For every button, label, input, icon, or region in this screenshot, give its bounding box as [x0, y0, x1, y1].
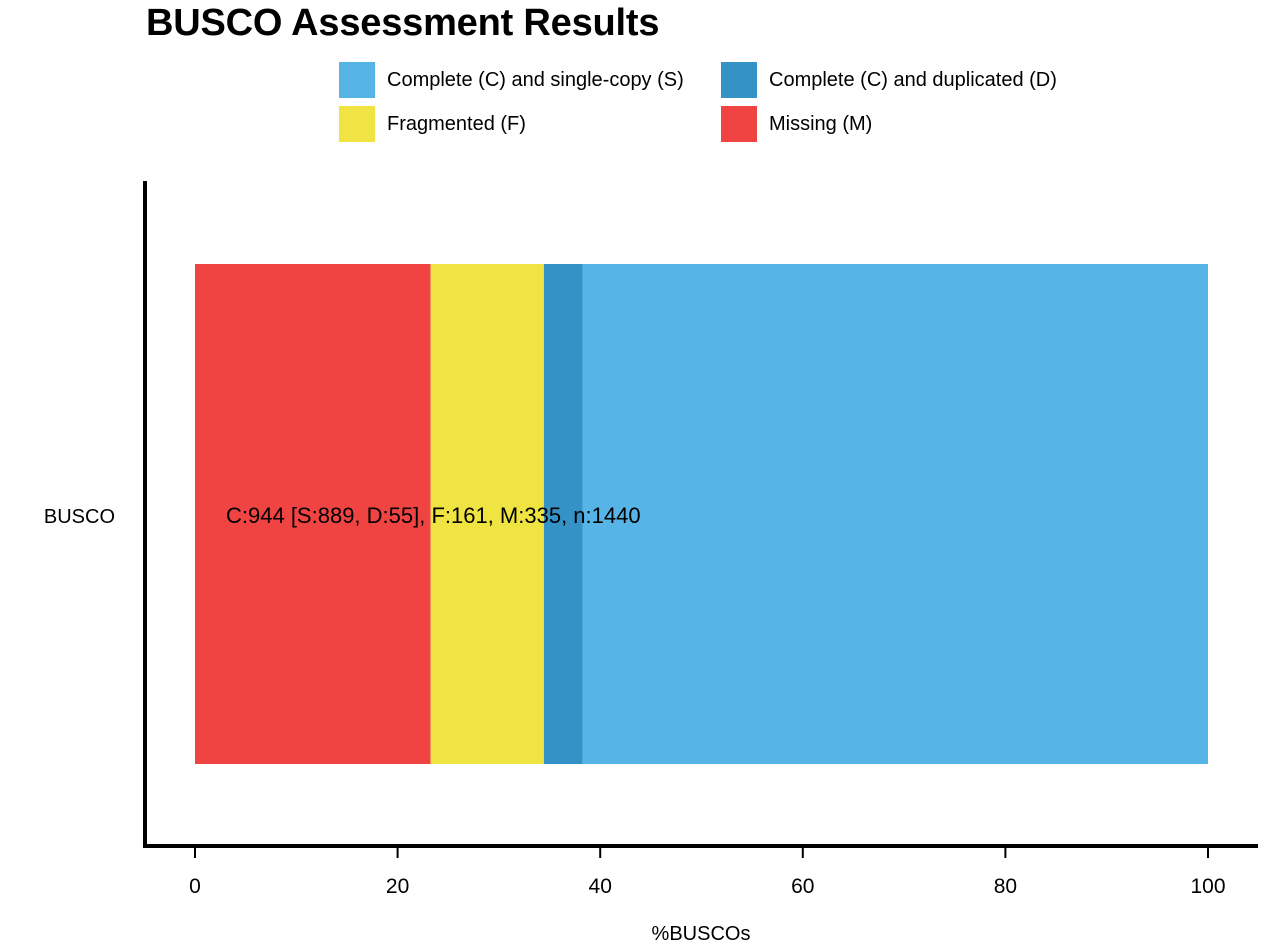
legend-swatch-single-copy — [339, 62, 375, 98]
legend-swatch-duplicated — [721, 62, 757, 98]
chart-title: BUSCO Assessment Results — [146, 2, 660, 44]
legend-item-duplicated: Complete (C) and duplicated (D) — [721, 62, 1057, 98]
legend-label-duplicated: Complete (C) and duplicated (D) — [769, 68, 1057, 91]
bar-segment-fragmented — [430, 264, 544, 764]
legend-label-missing: Missing (M) — [769, 112, 873, 135]
legend-item-missing: Missing (M) — [721, 106, 872, 142]
legend-item-single-copy: Complete (C) and single-copy (S) — [339, 62, 684, 98]
x-tick-label: 80 — [994, 875, 1017, 898]
category-label: BUSCO — [44, 506, 115, 528]
x-axis-ticks: 0 20 40 60 80 100 — [189, 848, 1226, 898]
legend-label-single-copy: Complete (C) and single-copy (S) — [387, 68, 684, 91]
x-tick-label: 0 — [189, 875, 201, 898]
chart-legend: Complete (C) and single-copy (S) Complet… — [339, 62, 1099, 144]
bar-segment-missing — [195, 264, 431, 764]
data-annotation: C:944 [S:889, D:55], F:161, M:335, n:144… — [226, 503, 641, 528]
bar-segment-single — [582, 264, 1208, 764]
x-tick-label: 40 — [589, 875, 612, 898]
legend-swatch-fragmented — [339, 106, 375, 142]
bar-stack — [195, 264, 1208, 764]
legend-swatch-missing — [721, 106, 757, 142]
x-tick-label: 20 — [386, 875, 409, 898]
x-tick-label: 100 — [1190, 875, 1225, 898]
legend-label-fragmented: Fragmented (F) — [387, 112, 526, 135]
x-tick-label: 60 — [791, 875, 814, 898]
x-axis-label: %BUSCOs — [652, 923, 751, 945]
legend-item-fragmented: Fragmented (F) — [339, 106, 526, 142]
bar-segment-duplicated — [543, 264, 583, 764]
